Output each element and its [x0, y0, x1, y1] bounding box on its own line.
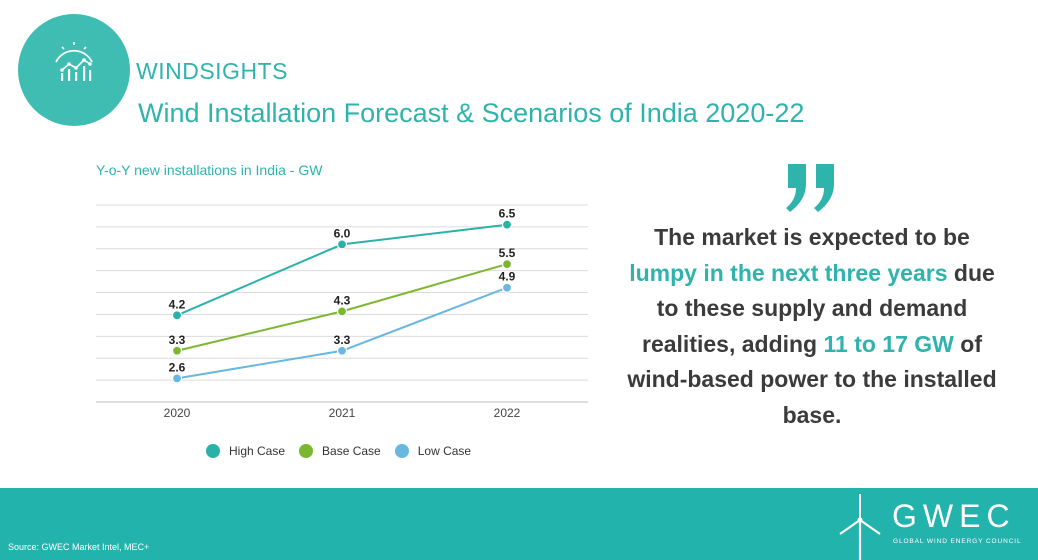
data-label: 4.2: [169, 297, 186, 311]
quote-part-1: The market is expected to be: [654, 224, 970, 250]
quote-text: The market is expected to be lumpy in th…: [618, 220, 1006, 433]
chart-icon: [55, 42, 93, 81]
gwec-wordmark: GWEC: [892, 498, 1016, 534]
brand-name: WINDSIGHTS: [136, 58, 288, 84]
legend-marker-base: [299, 444, 314, 458]
wind-turbine-icon: [839, 494, 881, 560]
quote-part-2: due to these supply and demand realities…: [642, 259, 995, 357]
quote-highlight-2: 11 to 17 GW: [823, 330, 954, 357]
data-point: [171, 373, 183, 384]
data-point: [336, 306, 348, 317]
legend-marker-low: [394, 444, 409, 458]
x-tick-label: 2022: [494, 406, 521, 420]
data-point: [336, 239, 348, 250]
data-point: [171, 310, 183, 321]
legend-label-high: High Case: [229, 444, 286, 458]
chart-title: Y-o-Y new installations in India - GW: [96, 162, 323, 178]
data-label: 4.9: [499, 270, 516, 284]
x-tick-label: 2021: [329, 406, 356, 420]
data-label: 6.0: [334, 226, 351, 240]
gwec-fullname: GLOBAL WIND ENERGY COUNCIL: [893, 538, 1022, 545]
legend-item-low: Low Case: [394, 444, 472, 458]
data-point: [501, 219, 513, 230]
quote-icon: [786, 164, 834, 212]
legend-marker-high: [206, 444, 220, 458]
data-point: [501, 258, 513, 270]
line-chart: 2020 2021 2022 4.2 6.0 6.5 3.3 4.3 5.5 2.6 3.3 4.9: [96, 204, 588, 420]
data-label: 2.6: [169, 360, 186, 374]
data-point: [336, 345, 348, 356]
data-point: [501, 282, 513, 293]
legend-label-low: Low Case: [417, 444, 472, 458]
data-label: 3.3: [334, 333, 351, 347]
source-note: Source: GWEC Market Intel, MEC+: [8, 542, 150, 552]
footer-bar: Source: GWEC Market Intel, MEC+ GWEC GLO…: [0, 488, 1038, 560]
data-label: 4.3: [334, 293, 351, 307]
page-title: Wind Installation Forecast & Scenarios o…: [138, 98, 805, 128]
x-tick-label: 2020: [164, 406, 191, 420]
data-label: 3.3: [169, 333, 186, 347]
data-point: [171, 345, 183, 356]
legend-item-base: Base Case: [299, 444, 381, 458]
data-label: 5.5: [499, 246, 516, 260]
data-label: 6.5: [499, 207, 516, 221]
legend-label-base: Base Case: [322, 444, 381, 458]
legend-item-high: High Case: [206, 444, 285, 458]
chart-legend: High Case Base Case Low Case: [206, 444, 485, 458]
quote-part-3: of wind-based power to the installed bas…: [627, 330, 997, 428]
quote-highlight-1: lumpy in the next three years: [629, 259, 948, 286]
windsights-logo: [18, 14, 130, 126]
